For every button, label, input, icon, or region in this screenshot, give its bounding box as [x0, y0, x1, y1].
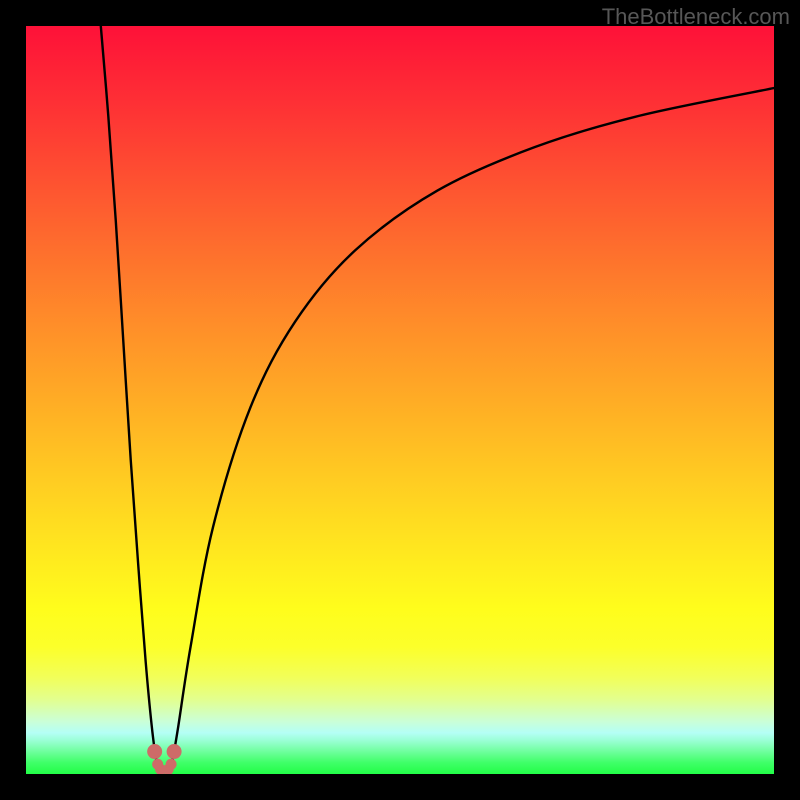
- right-curve: [169, 88, 774, 771]
- left-curve: [101, 26, 160, 771]
- dip-markers: [147, 744, 181, 774]
- plot-area: [26, 26, 774, 774]
- dip-marker: [167, 744, 182, 759]
- watermark-text: TheBottleneck.com: [602, 4, 790, 30]
- curve-layer: [26, 26, 774, 774]
- dip-marker: [147, 744, 162, 759]
- dip-marker: [166, 759, 177, 770]
- figure-root: TheBottleneck.com: [0, 0, 800, 800]
